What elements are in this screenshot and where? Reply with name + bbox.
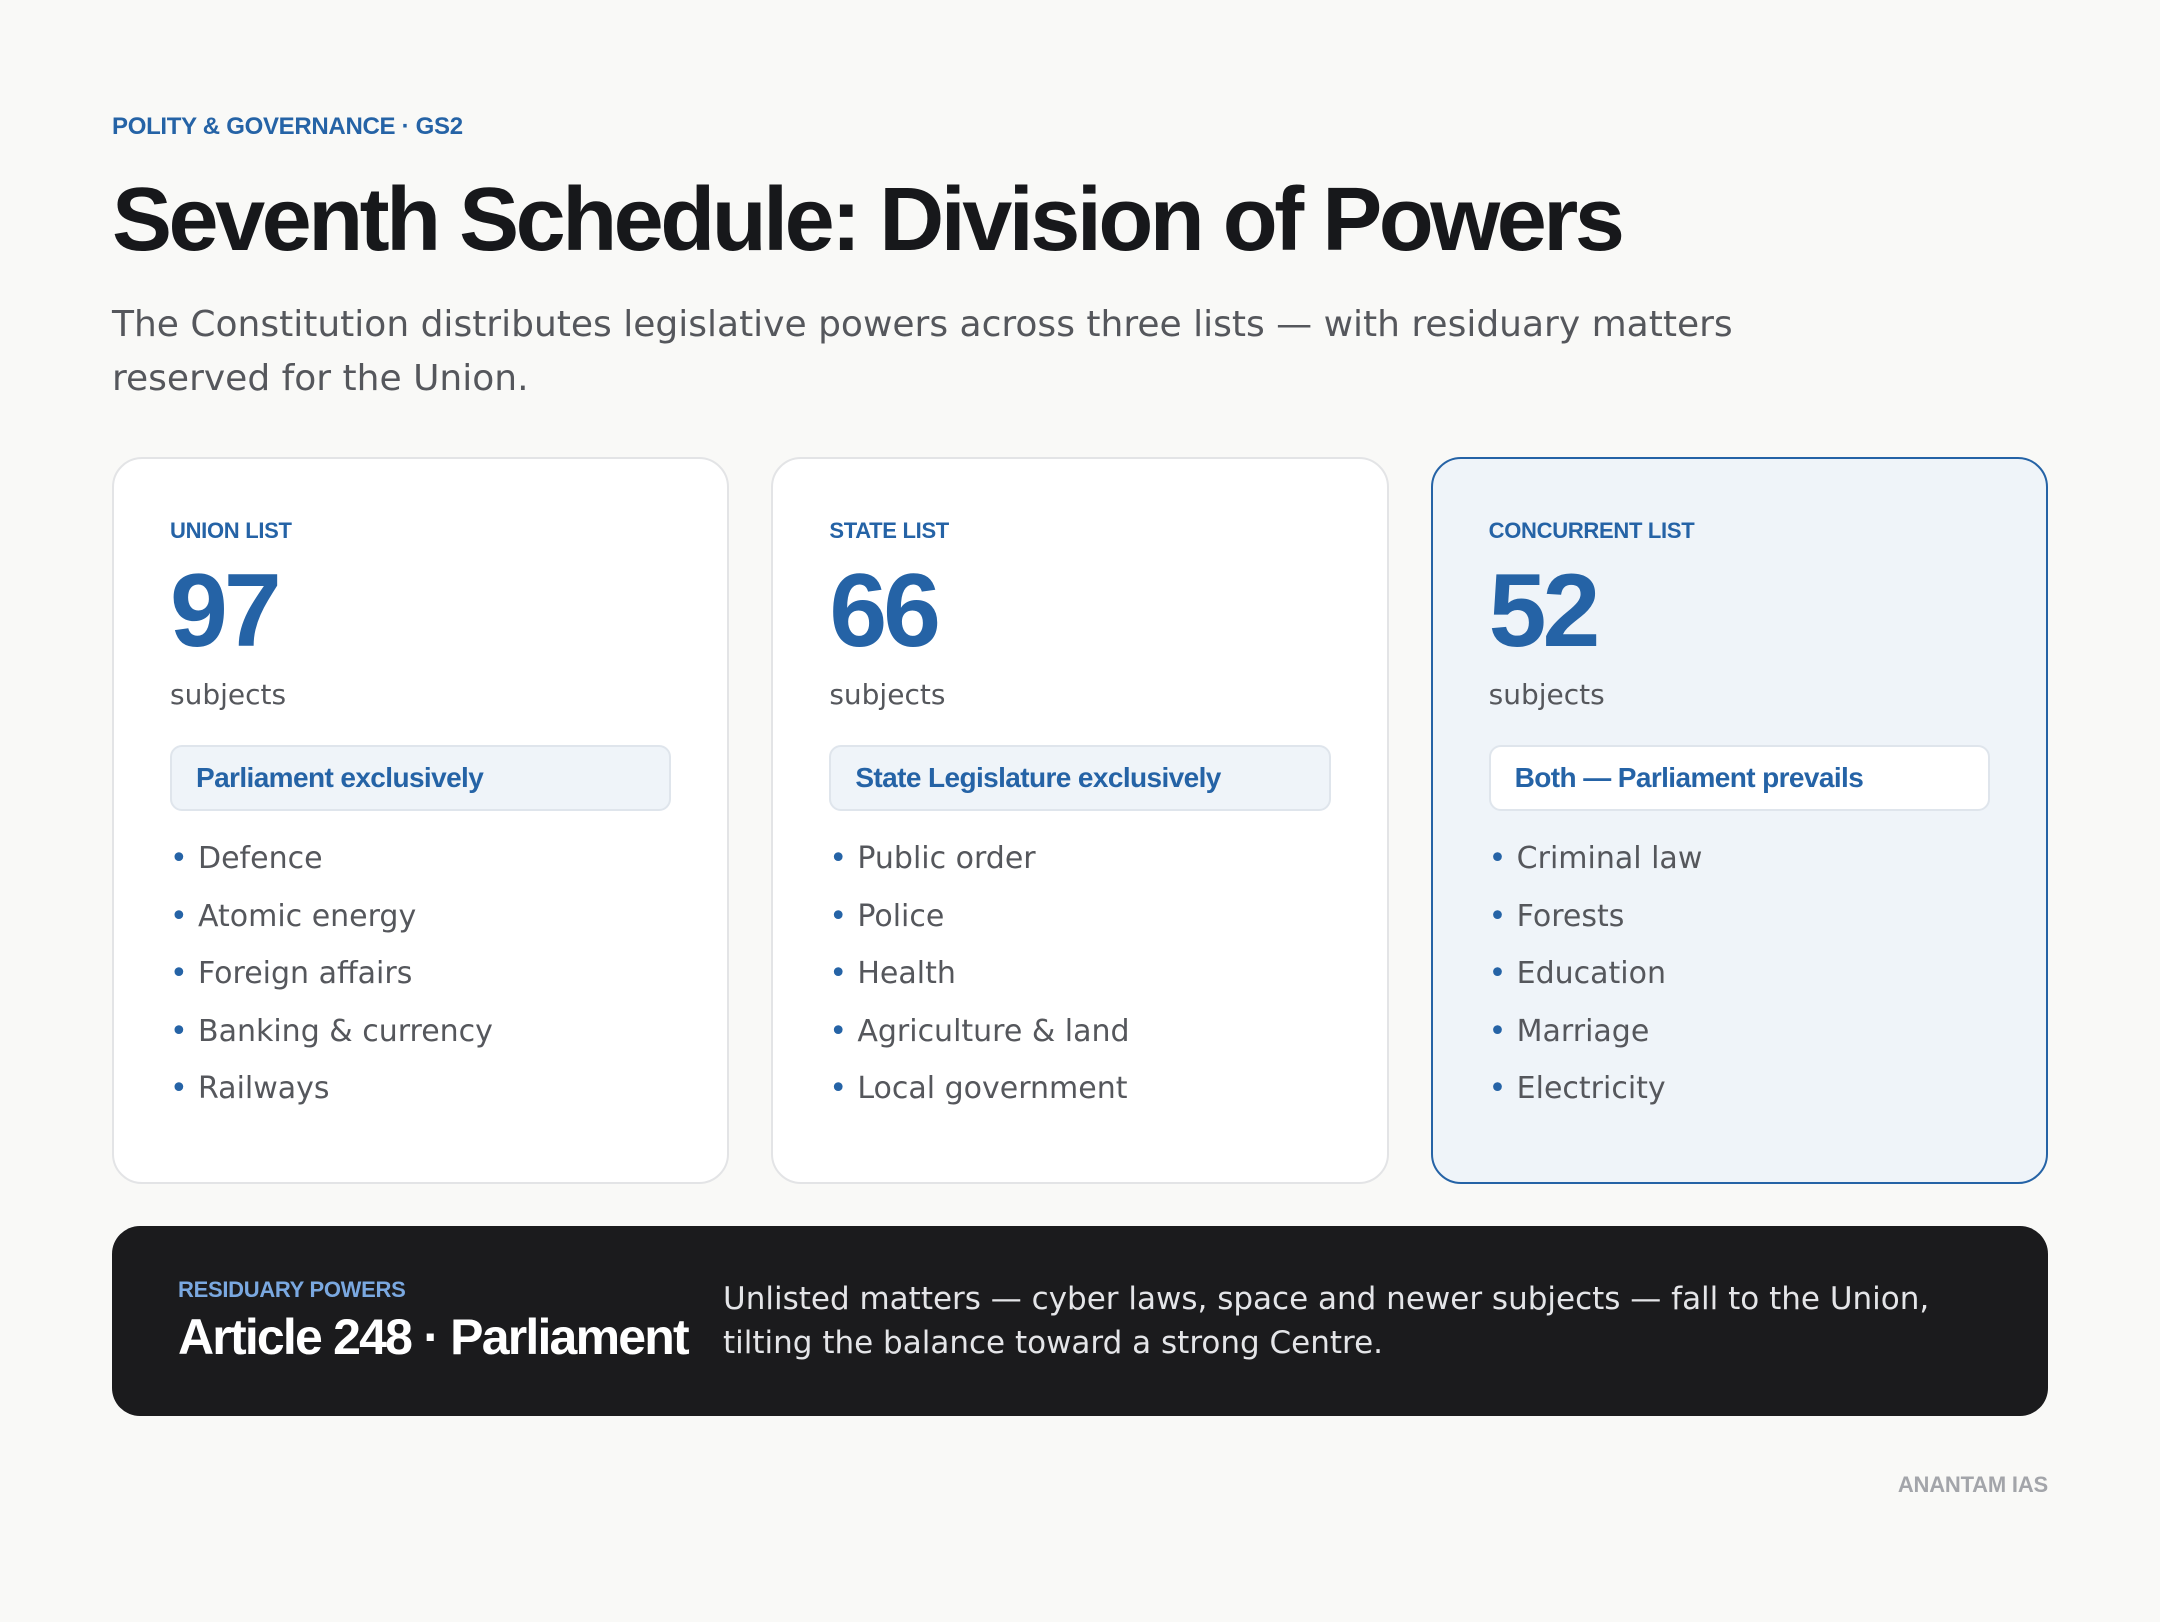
concurrent-list-card: CONCURRENT LIST 52 subjects Both — Parli…	[1430, 457, 2048, 1184]
list-item: • Education	[1489, 956, 1990, 992]
card-label: UNION LIST	[170, 518, 292, 543]
bullet-icon: •	[1488, 898, 1507, 934]
subject-text: Defence	[198, 841, 323, 876]
bullet-icon: •	[1488, 841, 1507, 876]
subject-count: 97	[170, 553, 282, 669]
list-item: • Defence	[170, 841, 671, 877]
subject-text: Criminal law	[1516, 841, 1703, 876]
page-subtitle: The Constitution distributes legislative…	[112, 304, 1733, 399]
list-item: • Forests	[1489, 899, 1990, 935]
union-list-card: UNION LIST 97 subjects Parliament exclus…	[112, 457, 730, 1184]
residuary-description: Unlisted matters — cyber laws, space and…	[723, 1281, 1930, 1361]
page-title: Seventh Schedule: Division of Powers	[112, 170, 1625, 270]
subject-text: Foreign affairs	[198, 956, 413, 991]
subject-text: Police	[857, 898, 945, 934]
subject-text: Marriage	[1516, 1013, 1650, 1049]
eyebrow: POLITY & GOVERNANCE · GS2	[112, 113, 463, 140]
subject-text: Electricity	[1516, 1071, 1666, 1106]
bullet-icon: •	[829, 1013, 848, 1049]
state-list-card: STATE LIST 66 subjects State Legislature…	[771, 457, 1389, 1184]
subject-count: 52	[1488, 553, 1601, 669]
list-item: • Electricity	[1489, 1071, 1990, 1107]
subject-text: Railways	[198, 1071, 330, 1106]
bullet-icon: •	[170, 1071, 188, 1106]
residuary-powers-panel: RESIDUARY POWERS Article 248 · Parliamen…	[112, 1226, 2048, 1416]
lists-row: UNION LIST 97 subjects Parliament exclus…	[112, 457, 2048, 1184]
bullet-icon: •	[170, 956, 188, 991]
subject-text: Public order	[857, 841, 1036, 876]
list-item: • Police	[829, 899, 1330, 935]
page: POLITY & GOVERNANCE · GS2 Seventh Schedu…	[112, 112, 2048, 1497]
list-item: • Health	[829, 956, 1330, 992]
brand-logo: ANANTAM IAS	[1897, 1472, 2048, 1497]
authority-badge: Parliament exclusively	[170, 745, 672, 811]
subject-text: Local government	[857, 1071, 1128, 1106]
subject-text: Atomic energy	[198, 898, 417, 934]
authority-badge: Both — Parliament prevails	[1488, 745, 1990, 811]
subject-list: • Public order • Police • Health • Agricultu…	[829, 841, 1330, 1107]
subject-text: Agriculture & land	[857, 1013, 1130, 1049]
list-item: • Local government	[829, 1071, 1330, 1107]
list-item: • Foreign affairs	[170, 956, 671, 992]
bullet-icon: •	[829, 898, 848, 934]
bullet-icon: •	[829, 841, 848, 876]
count-unit: subjects	[170, 678, 287, 711]
list-item: • Railways	[170, 1071, 671, 1107]
count-unit: subjects	[1488, 678, 1605, 711]
subject-list: • Criminal law • Forests • Education • Marri…	[1489, 841, 1990, 1107]
list-item: • Banking & currency	[170, 1014, 671, 1050]
subject-count: 66	[829, 553, 941, 669]
residuary-title: Article 248 · Parliament	[178, 1309, 690, 1365]
subject-text: Banking & currency	[198, 1013, 493, 1049]
list-item: • Criminal law	[1489, 841, 1990, 877]
bullet-icon: •	[170, 841, 188, 876]
count-unit: subjects	[829, 678, 946, 711]
bullet-icon: •	[170, 1013, 188, 1049]
bullet-icon: •	[170, 898, 188, 934]
subject-list: • Defence • Atomic energy • Foreign affairs…	[170, 841, 671, 1107]
bullet-icon: •	[829, 956, 848, 991]
list-item: • Marriage	[1489, 1014, 1990, 1050]
bullet-icon: •	[1488, 1013, 1507, 1049]
subject-text: Forests	[1516, 898, 1625, 934]
bullet-icon: •	[1488, 1071, 1507, 1106]
residuary-label: RESIDUARY POWERS	[178, 1277, 406, 1302]
list-item: • Public order	[829, 841, 1330, 877]
authority-badge: State Legislature exclusively	[829, 745, 1331, 811]
card-label: STATE LIST	[829, 518, 949, 543]
residuary-heading: RESIDUARY POWERS Article 248 · Parliamen…	[178, 1276, 723, 1366]
bullet-icon: •	[829, 1071, 848, 1106]
list-item: • Agriculture & land	[829, 1014, 1330, 1050]
subject-text: Health	[857, 956, 956, 991]
subject-text: Education	[1516, 956, 1667, 991]
bullet-icon: •	[1488, 956, 1507, 991]
card-label: CONCURRENT LIST	[1488, 518, 1695, 543]
list-item: • Atomic energy	[170, 899, 671, 935]
